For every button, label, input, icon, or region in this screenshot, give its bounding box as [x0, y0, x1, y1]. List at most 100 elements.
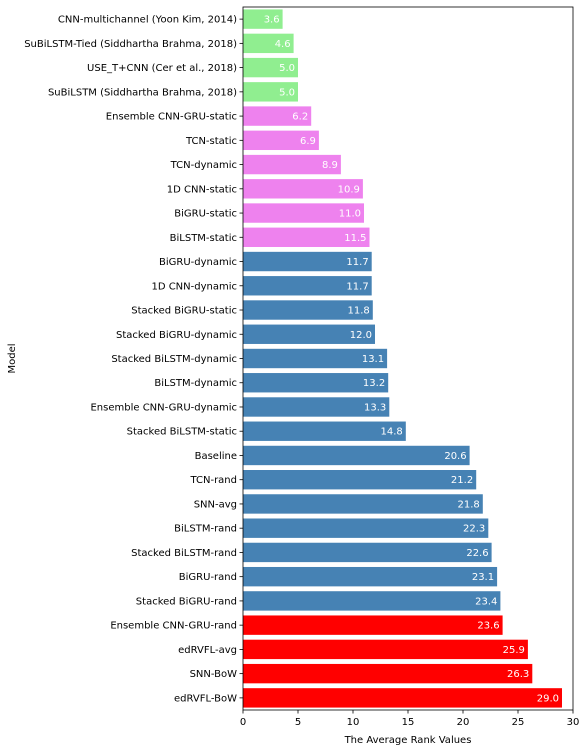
bar-value-label: 5.0 — [279, 63, 295, 74]
bar-value-label: 6.9 — [300, 136, 316, 147]
bar-value-label: 11.5 — [344, 233, 366, 244]
x-tick-label: 15 — [402, 717, 415, 728]
x-tick-label: 5 — [295, 717, 301, 728]
y-tick-label: TCN-rand — [189, 475, 237, 486]
y-tick-labels: CNN-multichannel (Yoon Kim, 2014) SuBiLST… — [24, 15, 243, 704]
bar — [243, 470, 477, 490]
bar-value-label: 23.4 — [475, 596, 497, 607]
bar — [243, 688, 562, 708]
y-tick-label: TCN-dynamic — [170, 160, 237, 171]
y-tick-label: Stacked BiLSTM-rand — [131, 548, 237, 559]
y-tick-label: BiGRU-rand — [179, 572, 237, 583]
y-tick-label: CNN-multichannel (Yoon Kim, 2014) — [58, 15, 237, 26]
bar — [243, 518, 489, 538]
bar — [243, 82, 298, 102]
y-axis-label: Model — [7, 343, 18, 373]
x-tick-label: 25 — [512, 717, 525, 728]
x-ticks: 0 5 10 15 20 25 30 — [240, 710, 580, 728]
x-axis-label: The Average Rank Values — [344, 735, 472, 746]
bar-value-label: 8.9 — [322, 160, 338, 171]
plot-frame — [242, 6, 574, 711]
bar — [243, 542, 492, 563]
bar-value-label: 4.6 — [275, 39, 291, 50]
bar — [243, 179, 363, 199]
bar — [243, 276, 372, 296]
y-tick-label: Stacked BiLSTM-dynamic — [111, 354, 237, 365]
y-tick-label: SNN-BoW — [190, 669, 238, 680]
bar — [243, 421, 406, 441]
bar — [243, 566, 498, 587]
bar-value-label: 12.0 — [350, 330, 372, 341]
y-tick-label: SNN-avg — [194, 499, 237, 510]
bar — [243, 9, 283, 29]
bar-value-label: 23.6 — [477, 621, 499, 632]
y-tick-label: BiLSTM-static — [170, 233, 237, 244]
bar-value-label: 5.0 — [279, 87, 295, 98]
bar — [243, 445, 470, 466]
bar-value-label: 22.6 — [466, 548, 488, 559]
bar-value-label: 21.2 — [451, 475, 473, 486]
y-tick-label: edRVFL-avg — [178, 645, 237, 656]
bar-value-label: 3.6 — [264, 15, 280, 26]
bar-value-label: 13.2 — [363, 378, 385, 389]
bar-value-label: 13.1 — [362, 354, 384, 365]
y-tick-label: TCN-static — [185, 136, 237, 147]
bar — [243, 251, 372, 272]
bar — [243, 57, 298, 78]
bar — [243, 397, 390, 417]
bar-value-label: 11.8 — [348, 306, 370, 317]
y-tick-label: SuBiLSTM-Tied (Siddhartha Brahma, 2018) — [24, 39, 237, 50]
y-tick-label: Stacked BiGRU-static — [131, 306, 237, 317]
bar-value-label: 29.0 — [537, 693, 559, 704]
bar-value-label: 10.9 — [338, 184, 360, 195]
bar-value-label: 13.3 — [364, 402, 386, 413]
bar — [243, 663, 533, 684]
y-tick-label: SuBiLSTM (Siddhartha Brahma, 2018) — [48, 87, 237, 98]
bar — [243, 154, 341, 175]
bar — [243, 227, 370, 247]
x-tick-label: 0 — [240, 717, 246, 728]
y-tick-label: Ensemble CNN-GRU-static — [106, 112, 237, 123]
bar — [243, 494, 483, 514]
bar — [243, 300, 373, 320]
bar — [243, 33, 294, 54]
bar-value-label: 26.3 — [507, 669, 529, 680]
y-tick-label: Baseline — [195, 451, 237, 462]
y-tick-label: Ensemble CNN-GRU-rand — [110, 621, 237, 632]
bar-value-label: 23.1 — [472, 572, 494, 583]
bar — [243, 203, 364, 223]
bar — [243, 130, 319, 151]
y-tick-label: BiGRU-dynamic — [159, 257, 237, 268]
y-tick-label: Ensemble CNN-GRU-dynamic — [90, 402, 237, 413]
bar — [243, 106, 312, 126]
bar-value-label: 21.8 — [458, 499, 480, 510]
y-tick-label: BiLSTM-rand — [174, 524, 237, 535]
bar-value-label: 6.2 — [292, 112, 308, 123]
bar-value-label: 14.8 — [381, 427, 403, 438]
bar-value-label: 22.3 — [463, 524, 485, 535]
x-tick-label: 30 — [567, 717, 580, 728]
bar-value-label: 11.0 — [339, 209, 361, 220]
bar-value-label: 11.7 — [346, 257, 368, 268]
y-tick-label: Stacked BiGRU-dynamic — [116, 330, 237, 341]
bar — [243, 373, 389, 393]
bar — [243, 639, 528, 660]
bar — [243, 324, 375, 344]
bar-value-label: 25.9 — [503, 645, 525, 656]
y-tick-label: 1D CNN-static — [167, 184, 237, 195]
bar — [243, 615, 503, 635]
bar-value-label: 20.6 — [444, 451, 466, 462]
y-tick-label: BiGRU-static — [174, 209, 237, 220]
bar-value-label: 11.7 — [346, 281, 368, 292]
bar — [243, 348, 388, 369]
y-tick-label: 1D CNN-dynamic — [151, 281, 237, 292]
y-tick-label: Stacked BiGRU-rand — [136, 596, 237, 607]
bar — [243, 591, 501, 611]
y-tick-label: edRVFL-BoW — [174, 693, 237, 704]
x-tick-label: 10 — [347, 717, 360, 728]
y-tick-label: USE_T+CNN (Cer et al., 2018) — [87, 63, 237, 74]
y-tick-label: Stacked BiLSTM-static — [127, 427, 237, 438]
y-tick-label: BiLSTM-dynamic — [154, 378, 237, 389]
bars-group: 3.6 4.6 5.0 5.0 6.2 6.9 8.9 10.9 11.0 11.5 11.7 11.… — [243, 9, 562, 708]
